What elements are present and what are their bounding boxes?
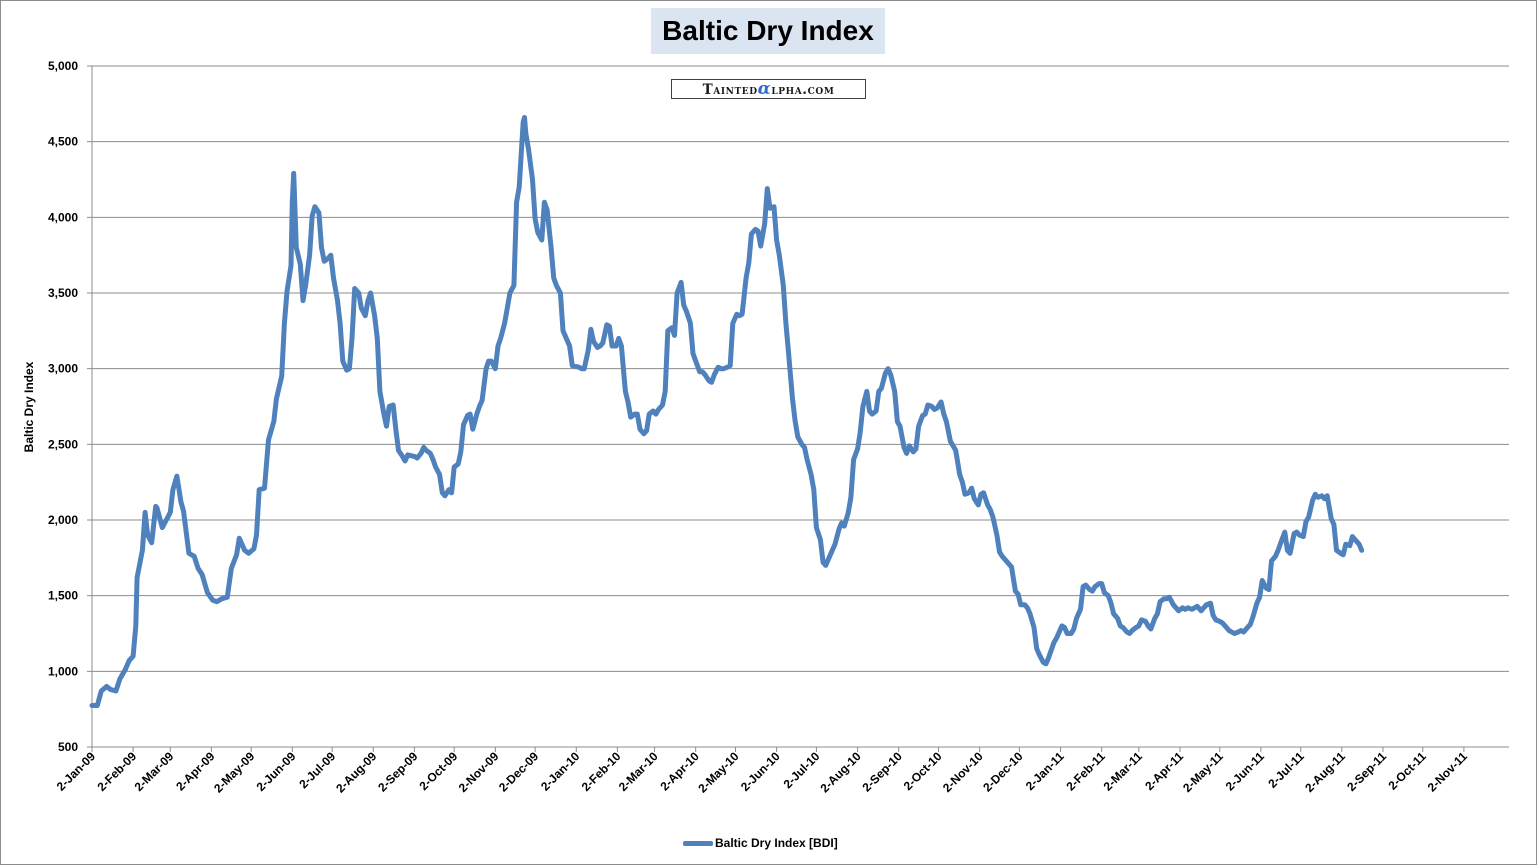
x-tick-label: 2-Jul-10: [781, 749, 823, 791]
x-tick-label: 2-Jun-10: [738, 749, 783, 794]
x-tick-label: 2-Feb-11: [1063, 749, 1108, 794]
y-tick-label: 1,000: [48, 664, 78, 678]
x-tick-label: 2-Nov-11: [1425, 749, 1471, 795]
x-tick-label: 2-Oct-09: [416, 749, 460, 793]
x-tick-label: 2-Mar-10: [616, 749, 661, 794]
y-tick-labels: 500 1,000 1,500 2,000 2,500 3,000 3,500 4,000 4,…: [48, 59, 78, 754]
y-tick-label: 1,500: [48, 589, 78, 603]
x-tick-label: 2-Jan-10: [538, 749, 583, 794]
x-tick-label: 2-Aug-10: [817, 749, 863, 795]
x-tick-label: 2-Sep-09: [375, 749, 421, 795]
watermark-alpha-glyph: α: [757, 79, 772, 99]
x-tick-label: 2-Nov-10: [940, 749, 986, 795]
x-tick-label: 2-Mar-09: [132, 749, 177, 794]
legend: Baltic Dry Index [BDI]: [683, 834, 838, 852]
x-tick-label: 2-Jan-11: [1023, 749, 1067, 793]
y-tick-label: 5,000: [48, 59, 78, 73]
y-tick-label: 4,500: [48, 135, 78, 149]
x-tick-label: 2-Aug-11: [1302, 749, 1348, 795]
x-tick-label: 2-Dec-10: [980, 749, 1026, 795]
x-tick-label: 2-Oct-10: [901, 749, 945, 793]
y-tick-label: 2,500: [48, 437, 78, 451]
x-tick-label: 2-Aug-09: [333, 749, 379, 795]
watermark-text-after: lpha.com: [771, 82, 835, 98]
x-tick-label: 2-Jul-09: [296, 749, 338, 791]
y-tick-label: 3,000: [48, 362, 78, 376]
watermark-text-before: Tainted: [702, 82, 758, 98]
gridlines: [92, 65, 1509, 672]
x-tick-label: 2-Feb-10: [579, 749, 624, 794]
x-tick-label: 2-Nov-09: [456, 749, 502, 795]
x-tick-label: 2-May-11: [1180, 749, 1226, 795]
series-line-bdi: [89, 115, 1365, 708]
x-tick-label: 2-Oct-11: [1385, 749, 1429, 793]
x-tick-label: 2-Feb-09: [94, 749, 139, 794]
x-tick-label: 2-May-10: [695, 749, 741, 795]
x-tick-label: 2-May-09: [211, 749, 257, 795]
y-tick-label: 4,000: [48, 210, 78, 224]
chart-title: Baltic Dry Index: [651, 8, 885, 54]
legend-swatch: [683, 840, 713, 846]
x-tick-label: 2-Jan-09: [54, 749, 99, 794]
legend-label: Baltic Dry Index [BDI]: [715, 836, 838, 850]
x-tick-label: 2-Sep-10: [860, 749, 906, 795]
series-group: [89, 115, 1365, 708]
x-tick-label: 2-Dec-09: [496, 749, 542, 795]
y-tick-label: 3,500: [48, 286, 78, 300]
x-tick-label: 2-Jun-09: [254, 749, 299, 794]
y-tick-label: 500: [58, 740, 78, 754]
x-tick-label: 2-Sep-11: [1344, 749, 1389, 794]
y-tick-label: 2,000: [48, 513, 78, 527]
x-tick-labels: 2-Jan-092-Feb-092-Mar-092-Apr-092-May-09…: [54, 749, 1470, 795]
axes: [87, 65, 1509, 752]
x-tick-label: 2-Jul-11: [1265, 749, 1307, 791]
watermark-logo: Taintedαlpha.com: [671, 79, 866, 99]
x-tick-label: 2-Jun-11: [1223, 749, 1268, 794]
x-tick-label: 2-Mar-11: [1101, 749, 1146, 794]
x-tick-label: 2-Apr-11: [1142, 749, 1186, 793]
